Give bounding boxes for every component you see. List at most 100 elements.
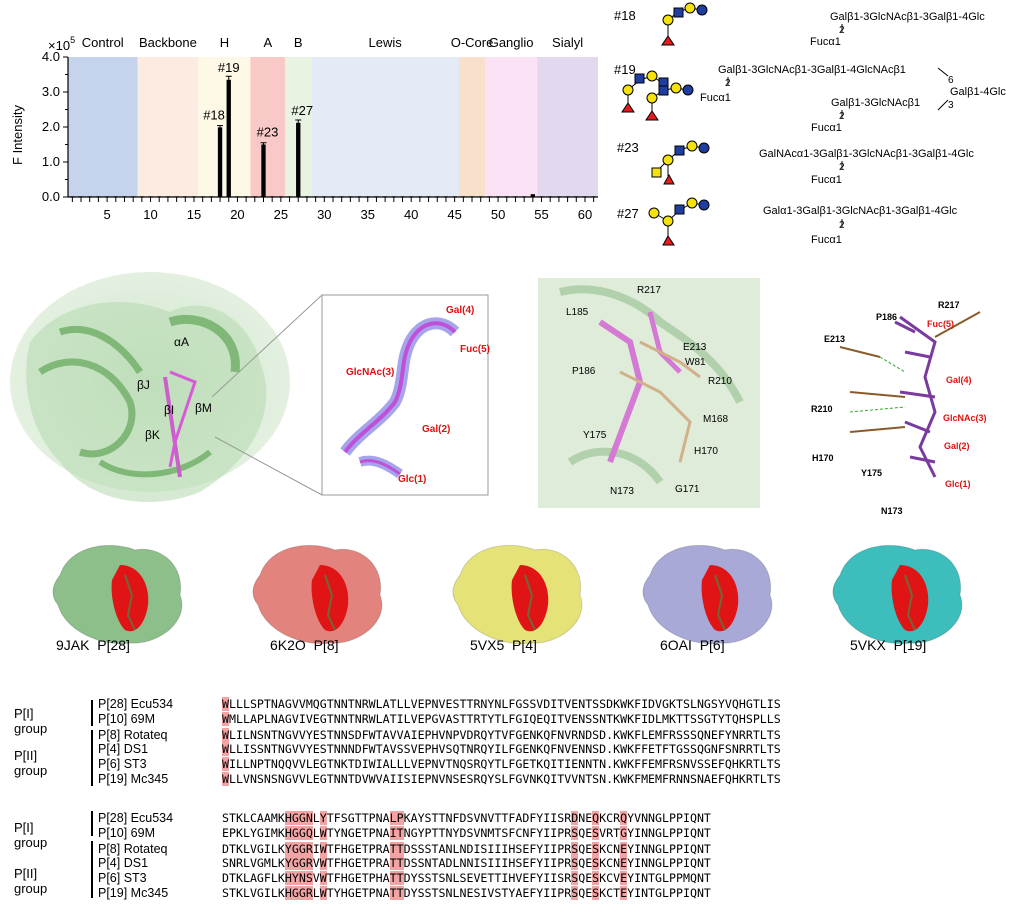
- svg-text:P186: P186: [876, 312, 897, 322]
- bar: [296, 122, 301, 197]
- surface-5vkx: 5VKX P[19]: [820, 535, 980, 675]
- svg-text:Y175: Y175: [861, 468, 882, 478]
- bar: [261, 144, 266, 197]
- svg-text:N173: N173: [881, 506, 903, 516]
- svg-text:R217: R217: [938, 300, 960, 310]
- bar: [217, 127, 223, 197]
- strain-name: P[4] DS1: [98, 856, 149, 871]
- y-axis-label: F Intensity: [10, 105, 25, 165]
- sequence: DTKLAGFLKHYNSVWTFHGETPHATTDYSSTSNLSEVETT…: [222, 871, 711, 886]
- svg-text:H170: H170: [812, 453, 834, 463]
- pdb-id: 6K2O: [270, 637, 306, 653]
- surface-label: 6K2O P[8]: [270, 637, 339, 653]
- glycan-27: #27 Galα1-3Galβ1-3GlcNAcβ1-3Galβ1-4Glc 2…: [617, 197, 958, 246]
- group-band: [537, 57, 598, 197]
- glycan-19: #19 Galβ1-3GlcNAcβ1-3Galβ1-4GlcNAcβ1 2 F…: [614, 62, 1006, 134]
- x-tick-label: 55: [534, 207, 548, 222]
- x-tick-label: 35: [361, 207, 375, 222]
- svg-text:Galβ1-3GlcNAcβ1-3Galβ1-4GlcNAc: Galβ1-3GlcNAcβ1-3Galβ1-4GlcNAcβ1: [718, 64, 906, 76]
- surface-blob: [832, 544, 963, 645]
- svg-text:P186: P186: [572, 366, 596, 377]
- svg-text:Galβ1-3GlcNAcβ1: Galβ1-3GlcNAcβ1: [831, 97, 920, 109]
- x-tick-label: 10: [143, 207, 157, 222]
- group-brackets: [91, 700, 93, 898]
- strain-name: P[19] Mc345: [98, 886, 169, 900]
- strain-name: P[8] Rotateq: [98, 841, 168, 856]
- bar-label: #23: [257, 125, 279, 140]
- binding-site-panel: [538, 278, 760, 508]
- bars: #18 #19 #23 #27: [70, 60, 596, 197]
- pdb-id: 9JAK: [56, 637, 90, 653]
- pdb-id: 5VKX: [850, 637, 886, 653]
- bar: [530, 194, 536, 197]
- group-band: [485, 57, 538, 197]
- sequence: WLLVNSNSNGVVLEGTNNTDVWVAIISIEPNVNSESRQYS…: [222, 772, 781, 786]
- label-betaJ: βJ: [137, 378, 150, 392]
- group-label: Control: [82, 35, 124, 50]
- svg-text:Fucα1: Fucα1: [700, 92, 731, 104]
- svg-text:Gal(2): Gal(2): [422, 424, 450, 435]
- sequence: WLLLSPTNAGVVMQGTNNTNRWLATLLVEPNVESTTRNYN…: [222, 697, 781, 711]
- bar-label: #19: [218, 60, 240, 75]
- svg-text:Glc(1): Glc(1): [398, 474, 426, 485]
- structure-panels: αA βJ βI βM βK Gal(4) Fuc(5) GlcNAc(3) G…: [10, 272, 987, 516]
- sequence: WLLISSNTNGVVYESTNNNDFWTAVSSVEPHVSQTNRQYI…: [222, 742, 781, 757]
- y-tick-label: 0.0: [42, 189, 60, 204]
- group-band: [311, 57, 459, 197]
- svg-text:Galβ1-3GlcNAcβ1-3Galβ1-4Glc: Galβ1-3GlcNAcβ1-3Galβ1-4Glc: [830, 11, 985, 23]
- group-label: Lewis: [369, 35, 403, 50]
- svg-text:Glc(1): Glc(1): [945, 479, 971, 489]
- group-label-pI: P[I] group: [14, 706, 48, 736]
- glycan-18: #18 Galβ1-3GlcNAcβ1-3Galβ1-4Glc 2 Fucα1: [614, 2, 985, 48]
- surface-label: 5VX5 P[4]: [470, 637, 537, 653]
- strain-name: P[10] 69M: [98, 825, 155, 840]
- svg-text:Fucα1: Fucα1: [811, 174, 842, 186]
- bar-label: #27: [291, 103, 313, 118]
- svg-text:R210: R210: [708, 376, 732, 387]
- y-exponent: ×105: [48, 35, 75, 53]
- svg-text:GalNAcα1-3Galβ1-3GlcNAcβ1-3Gal: GalNAcα1-3Galβ1-3GlcNAcβ1-3Galβ1-4Glc: [759, 148, 974, 160]
- group-label: H: [220, 35, 229, 50]
- svg-text:R217: R217: [637, 285, 661, 296]
- svg-text:W81: W81: [685, 357, 706, 368]
- group-band: [137, 57, 199, 197]
- surface-label: 9JAK P[28]: [56, 637, 130, 653]
- svg-text:Y175: Y175: [583, 430, 607, 441]
- surface-6k2o: 6K2O P[8]: [240, 535, 400, 675]
- surface-9jak: 9JAK P[28]: [40, 535, 200, 675]
- sequence: WLILNSNTNGVVYESTNNSDFWTAVVAIEPHVNPVDRQYT…: [222, 727, 781, 742]
- group-bands: [68, 57, 598, 197]
- surface-6oai: 6OAI P[6]: [630, 535, 790, 675]
- x-tick-label: 5: [103, 207, 110, 222]
- group-band: [68, 57, 138, 197]
- svg-text:#27: #27: [617, 206, 639, 221]
- surface-blob: [252, 544, 383, 645]
- x-tick-label: 50: [491, 207, 505, 222]
- surface-models: 9JAK P[28] 6K2O P[8] 5VX5 P[4] 6OAI P[6] 5VK…: [0, 535, 1023, 675]
- svg-text:Fucα1: Fucα1: [810, 36, 841, 48]
- bar: [226, 79, 231, 197]
- svg-text:L185: L185: [566, 307, 589, 318]
- glycan-structures: #18 Galβ1-3GlcNAcβ1-3Galβ1-4Glc 2 Fucα1 …: [614, 2, 1006, 246]
- strain-name: P[10] 69M: [98, 711, 155, 726]
- sequence: WMLLAPLNAGVIVEGTNNTNRWLATILVEPGVASTTRTYT…: [222, 711, 781, 726]
- sequence: EPKLYGIMKHGGQLWTYNGETPNAITNGYPTTNYDSVNMT…: [222, 825, 711, 840]
- ligplot: [839, 311, 981, 478]
- svg-text:Gal(4): Gal(4): [946, 375, 972, 385]
- group-band: [458, 57, 486, 197]
- svg-text:#23: #23: [617, 140, 639, 155]
- p-type: P[6]: [699, 637, 725, 653]
- strain-name: P[6] ST3: [98, 757, 147, 772]
- sequence: SNRLVGMLKYGGRVWTFHGETPRATTDSSNTADLNNISII…: [222, 856, 711, 871]
- svg-text:M168: M168: [703, 414, 728, 425]
- bar-label: #18: [203, 107, 225, 122]
- svg-text:#19: #19: [614, 62, 636, 77]
- group-label-pI-2: P[I] group: [14, 820, 48, 850]
- svg-text:G171: G171: [675, 484, 700, 495]
- svg-text:Fuc(5): Fuc(5): [460, 344, 490, 355]
- group-label: Ganglio: [489, 35, 534, 50]
- label-alphaA: αA: [174, 335, 189, 349]
- svg-text:H170: H170: [694, 446, 718, 457]
- svg-text:E213: E213: [824, 334, 845, 344]
